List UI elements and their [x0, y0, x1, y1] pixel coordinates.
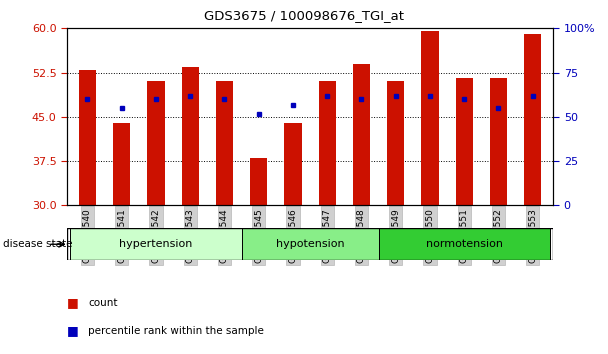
Bar	[285, 123, 302, 205]
Bar	[319, 81, 336, 205]
Bar	[387, 81, 404, 205]
Text: hypertension: hypertension	[119, 239, 193, 249]
Bar	[241, 228, 379, 260]
Bar	[79, 70, 96, 205]
Bar	[71, 228, 241, 260]
Bar	[490, 79, 507, 205]
Text: ■: ■	[67, 296, 78, 309]
Text: count: count	[88, 298, 118, 308]
Text: hypotension: hypotension	[276, 239, 344, 249]
Bar	[379, 228, 550, 260]
Bar	[421, 31, 438, 205]
Text: percentile rank within the sample: percentile rank within the sample	[88, 326, 264, 336]
Bar	[455, 79, 473, 205]
Bar	[147, 81, 165, 205]
Bar	[216, 81, 233, 205]
Text: ■: ■	[67, 325, 78, 337]
Text: disease state: disease state	[3, 239, 72, 249]
Bar	[182, 67, 199, 205]
Bar	[353, 64, 370, 205]
Bar	[524, 34, 541, 205]
Bar	[250, 158, 268, 205]
Bar	[113, 123, 130, 205]
Text: normotension: normotension	[426, 239, 503, 249]
Text: GDS3675 / 100098676_TGI_at: GDS3675 / 100098676_TGI_at	[204, 9, 404, 22]
